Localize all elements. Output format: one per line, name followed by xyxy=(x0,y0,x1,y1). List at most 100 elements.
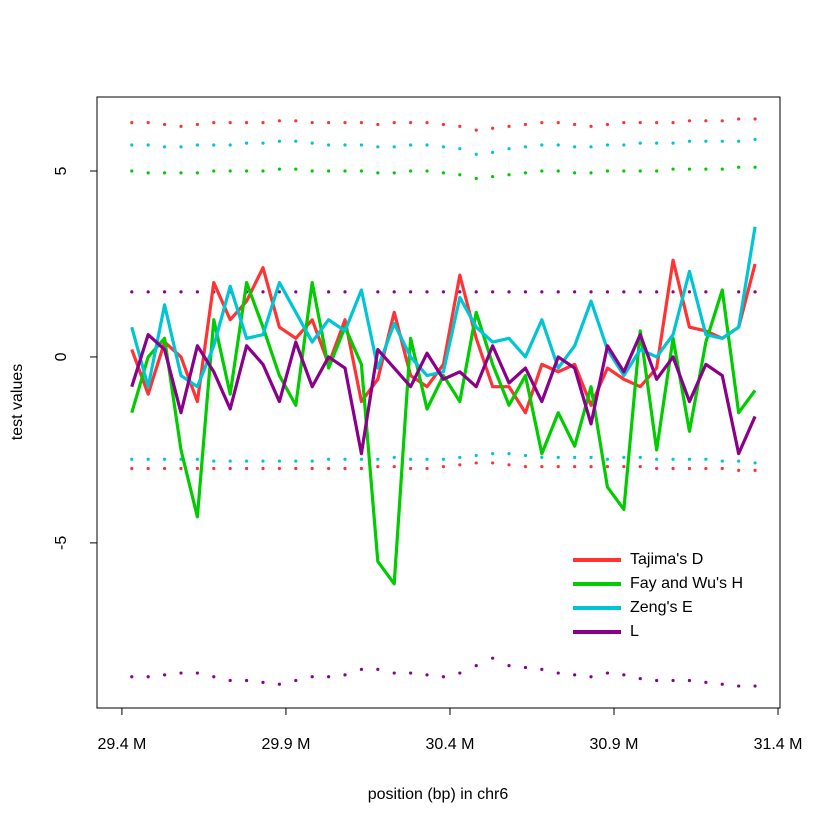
threshold-dot xyxy=(130,675,134,679)
threshold-dot xyxy=(638,290,642,294)
threshold-dot xyxy=(605,465,610,469)
threshold-dot xyxy=(655,678,659,683)
threshold-dot xyxy=(294,290,298,294)
threshold-dot xyxy=(704,139,708,143)
threshold-dot xyxy=(458,463,462,467)
threshold-dot xyxy=(589,171,593,175)
threshold-dot xyxy=(556,671,560,675)
threshold-dot xyxy=(425,673,429,677)
threshold-dot xyxy=(212,121,216,125)
threshold-dot xyxy=(195,671,199,675)
threshold-dot xyxy=(261,169,265,173)
threshold-dot xyxy=(507,463,511,467)
threshold-dot xyxy=(458,124,462,128)
threshold-dot xyxy=(622,143,626,147)
threshold-dot xyxy=(228,169,232,173)
threshold-dot xyxy=(327,675,331,679)
series-line xyxy=(130,226,757,389)
y-tick-label: 0 xyxy=(53,352,70,361)
threshold-dot xyxy=(622,121,626,125)
threshold-dot xyxy=(195,122,199,127)
threshold-dot xyxy=(638,465,642,469)
threshold-dot xyxy=(737,468,741,472)
threshold-dot xyxy=(687,466,692,471)
threshold-dot xyxy=(605,122,610,127)
threshold-dot xyxy=(146,290,150,294)
threshold-dot xyxy=(605,169,610,173)
threshold-dot xyxy=(622,169,626,173)
threshold-dot xyxy=(409,121,413,125)
threshold-dot xyxy=(392,145,396,149)
threshold-dot xyxy=(720,682,724,686)
legend-label: L xyxy=(630,623,639,640)
threshold-dot xyxy=(605,143,610,147)
threshold-dot xyxy=(327,466,331,471)
threshold-dot xyxy=(228,678,232,683)
threshold-dot xyxy=(130,143,134,147)
threshold-dot xyxy=(179,466,183,471)
threshold-dot xyxy=(523,171,528,175)
threshold-dot xyxy=(573,171,577,175)
threshold-dot xyxy=(605,671,610,675)
threshold-dot xyxy=(720,119,724,123)
threshold-dot xyxy=(556,143,560,147)
threshold-dot xyxy=(441,122,446,127)
threshold-dot xyxy=(458,173,462,177)
threshold-dot xyxy=(737,139,741,143)
threshold-dot xyxy=(737,165,741,169)
threshold-dot xyxy=(573,290,577,294)
threshold-dot xyxy=(228,459,232,463)
threshold-dot xyxy=(523,145,528,149)
threshold-dot xyxy=(376,145,380,149)
threshold-dot xyxy=(425,457,429,461)
threshold-dot xyxy=(474,664,478,668)
threshold-dot xyxy=(753,117,757,121)
threshold-dot xyxy=(753,461,757,465)
y-tick-label: -5 xyxy=(53,536,70,550)
threshold-dot xyxy=(507,452,511,456)
threshold-dot xyxy=(409,457,413,461)
threshold-dot xyxy=(737,117,741,121)
threshold-dot xyxy=(441,675,446,679)
threshold-dot xyxy=(605,290,610,294)
threshold-dot xyxy=(622,465,626,469)
threshold-dot xyxy=(540,169,544,173)
threshold-dot xyxy=(212,675,216,679)
threshold-dot xyxy=(343,169,347,173)
threshold-dot xyxy=(540,121,544,125)
threshold-dot xyxy=(441,465,446,469)
threshold-dot xyxy=(179,290,183,294)
threshold-dot xyxy=(573,465,577,469)
threshold-dot xyxy=(130,169,134,173)
threshold-dot xyxy=(671,290,675,294)
threshold-dot xyxy=(376,122,380,127)
threshold-dot xyxy=(277,139,281,143)
threshold-dot xyxy=(687,119,692,123)
threshold-dot xyxy=(310,121,314,125)
threshold-dot xyxy=(244,141,249,145)
threshold-dot xyxy=(195,290,199,294)
threshold-dot xyxy=(327,290,331,294)
threshold-dot xyxy=(212,459,216,463)
threshold-dot xyxy=(162,122,167,127)
threshold-dot xyxy=(212,466,216,471)
threshold-dot xyxy=(474,453,478,458)
threshold-dot xyxy=(737,290,741,294)
threshold-dot xyxy=(409,169,413,173)
threshold-dot xyxy=(458,147,462,151)
threshold-dot xyxy=(310,466,314,471)
threshold-dot xyxy=(310,141,314,145)
threshold-dot xyxy=(277,167,281,171)
x-tick-label: 30.4 M xyxy=(426,736,475,753)
threshold-dot xyxy=(655,169,659,173)
threshold-dot xyxy=(327,143,331,147)
threshold-dot xyxy=(753,684,757,688)
threshold-dot xyxy=(671,457,675,461)
threshold-dot xyxy=(523,122,528,127)
threshold-dot xyxy=(195,457,199,461)
threshold-dot xyxy=(359,457,364,461)
threshold-dot xyxy=(491,150,495,155)
threshold-dot xyxy=(671,167,675,171)
threshold-dot xyxy=(261,466,265,471)
threshold-dot xyxy=(441,171,446,175)
